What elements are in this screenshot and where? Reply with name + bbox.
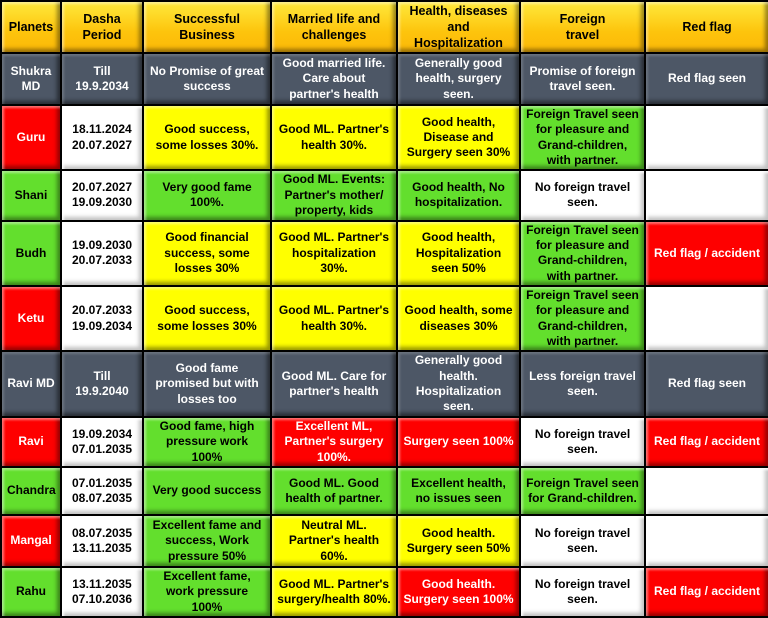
- table-row-ravi: Ravi 19.09.2034 07.01.2035 Good fame, high…: [0, 415, 768, 468]
- planet-cell-ravi-md: Ravi MD: [0, 350, 62, 418]
- dasha-period-cell: 08.07.2035 13.11.2035: [60, 513, 144, 568]
- married-life-cell: Good ML. Care for partner's health: [270, 350, 398, 418]
- red-flag-cell: [644, 465, 768, 516]
- health-cell: Surgery seen 100%: [396, 415, 521, 468]
- dasha-period-cell: Till 19.9.2040: [60, 350, 144, 418]
- planet-cell-mangal: Mangal: [0, 513, 62, 568]
- business-cell: Excellent fame and success, Work pressur…: [142, 513, 272, 568]
- married-life-cell: Good married life. Care about partner's …: [270, 52, 398, 106]
- foreign-travel-cell: Promise of foreign travel seen.: [519, 52, 646, 106]
- table-row-shukra-md: Shukra MD Till 19.9.2034 No Promise of gre…: [0, 52, 768, 106]
- business-cell: Good fame promised but with losses too: [142, 350, 272, 418]
- column-header-health-diseases-and-hospitalization: Health, diseases and Hospitalization: [396, 0, 521, 54]
- foreign-travel-cell: Foreign Travel seen for pleasure and Gra…: [519, 284, 646, 353]
- column-header-foreign-travel: Foreign travel: [519, 0, 646, 54]
- business-cell: Very good fame 100%.: [142, 169, 272, 222]
- planet-cell-ravi: Ravi: [0, 415, 62, 468]
- table-row-ravi-md: Ravi MD Till 19.9.2040 Good fame promised …: [0, 350, 768, 418]
- planet-cell-rahu: Rahu: [0, 565, 62, 618]
- married-life-cell: Good ML. Events: Partner's mother/ prope…: [270, 169, 398, 222]
- dasha-period-cell: 20.07.2027 19.09.2030: [60, 169, 144, 222]
- health-cell: Good health, Disease and Surgery seen 30…: [396, 103, 521, 172]
- health-cell: Good health, some diseases 30%: [396, 284, 521, 353]
- married-life-cell: Good ML. Partner's health 30%.: [270, 284, 398, 353]
- red-flag-cell: Red flag seen: [644, 52, 768, 106]
- married-life-cell: Good ML. Partner's health 30%.: [270, 103, 398, 172]
- red-flag-cell: [644, 284, 768, 353]
- table-row-chandra: Chandra 07.01.2035 08.07.2035 Very good su…: [0, 465, 768, 516]
- dasha-period-cell: 13.11.2035 07.10.2036: [60, 565, 144, 618]
- foreign-travel-cell: Less foreign travel seen.: [519, 350, 646, 418]
- married-life-cell: Excellent ML, Partner's surgery 100%.: [270, 415, 398, 468]
- married-life-cell: Good ML. Good health of partner.: [270, 465, 398, 516]
- health-cell: Good health. Surgery seen 50%: [396, 513, 521, 568]
- dasha-period-cell: 19.09.2030 20.07.2033: [60, 219, 144, 287]
- red-flag-cell: Red flag / accident: [644, 415, 768, 468]
- married-life-cell: Neutral ML. Partner's health 60%.: [270, 513, 398, 568]
- business-cell: Good fame, high pressure work 100%: [142, 415, 272, 468]
- foreign-travel-cell: Foreign Travel seen for pleasure and Gra…: [519, 103, 646, 172]
- dasha-period-cell: 07.01.2035 08.07.2035: [60, 465, 144, 516]
- table-row-guru: Guru 18.11.2024 20.07.2027 Good success, s…: [0, 103, 768, 172]
- business-cell: Good success, some losses 30%: [142, 284, 272, 353]
- foreign-travel-cell: No foreign travel seen.: [519, 415, 646, 468]
- planet-cell-chandra: Chandra: [0, 465, 62, 516]
- planet-cell-shukra-md: Shukra MD: [0, 52, 62, 106]
- foreign-travel-cell: Foreign Travel seen for Grand-children.: [519, 465, 646, 516]
- red-flag-cell: [644, 169, 768, 222]
- table-row-mangal: Mangal 08.07.2035 13.11.2035 Excellent fam…: [0, 513, 768, 568]
- table-header-row: Planets Dasha Period Successful Business Ma…: [0, 0, 768, 54]
- column-header-successful-business: Successful Business: [142, 0, 272, 54]
- table-row-shani: Shani 20.07.2027 19.09.2030 Very good fame…: [0, 169, 768, 222]
- dasha-period-cell: 20.07.2033 19.09.2034: [60, 284, 144, 353]
- business-cell: Good success, some losses 30%.: [142, 103, 272, 172]
- table-row-budh: Budh 19.09.2030 20.07.2033 Good financial …: [0, 219, 768, 287]
- planet-cell-ketu: Ketu: [0, 284, 62, 353]
- foreign-travel-cell: No foreign travel seen.: [519, 565, 646, 618]
- red-flag-cell: Red flag seen: [644, 350, 768, 418]
- dasha-period-cell: 19.09.2034 07.01.2035: [60, 415, 144, 468]
- red-flag-cell: Red flag / accident: [644, 565, 768, 618]
- business-cell: Very good success: [142, 465, 272, 516]
- health-cell: Excellent health, no issues seen: [396, 465, 521, 516]
- column-header-married-life-and-challenges: Married life and challenges: [270, 0, 398, 54]
- health-cell: Good health. Surgery seen 100%: [396, 565, 521, 618]
- dasha-period-cell: Till 19.9.2034: [60, 52, 144, 106]
- married-life-cell: Good ML. Partner's surgery/health 80%.: [270, 565, 398, 618]
- planet-cell-guru: Guru: [0, 103, 62, 172]
- table-body: Shukra MD Till 19.9.2034 No Promise of gre…: [0, 52, 768, 618]
- foreign-travel-cell: No foreign travel seen.: [519, 169, 646, 222]
- dasha-period-cell: 18.11.2024 20.07.2027: [60, 103, 144, 172]
- married-life-cell: Good ML. Partner's hospitalization 30%.: [270, 219, 398, 287]
- planet-cell-budh: Budh: [0, 219, 62, 287]
- column-header-red-flag: Red flag: [644, 0, 768, 54]
- red-flag-cell: [644, 513, 768, 568]
- health-cell: Generally good health. Hospitalization s…: [396, 350, 521, 418]
- table-row-rahu: Rahu 13.11.2035 07.10.2036 Excellent fame,…: [0, 565, 768, 618]
- health-cell: Generally good health, surgery seen.: [396, 52, 521, 106]
- health-cell: Good health, No hospitalization.: [396, 169, 521, 222]
- health-cell: Good health, Hospitalization seen 50%: [396, 219, 521, 287]
- business-cell: Good financial success, some losses 30%: [142, 219, 272, 287]
- foreign-travel-cell: Foreign Travel seen for pleasure and Gra…: [519, 219, 646, 287]
- red-flag-cell: Red flag / accident: [644, 219, 768, 287]
- column-header-dasha-period: Dasha Period: [60, 0, 144, 54]
- table-row-ketu: Ketu 20.07.2033 19.09.2034 Good success, s…: [0, 284, 768, 353]
- planet-cell-shani: Shani: [0, 169, 62, 222]
- foreign-travel-cell: No foreign travel seen.: [519, 513, 646, 568]
- red-flag-cell: [644, 103, 768, 172]
- column-header-planets: Planets: [0, 0, 62, 54]
- business-cell: No Promise of great success: [142, 52, 272, 106]
- business-cell: Excellent fame, work pressure 100%: [142, 565, 272, 618]
